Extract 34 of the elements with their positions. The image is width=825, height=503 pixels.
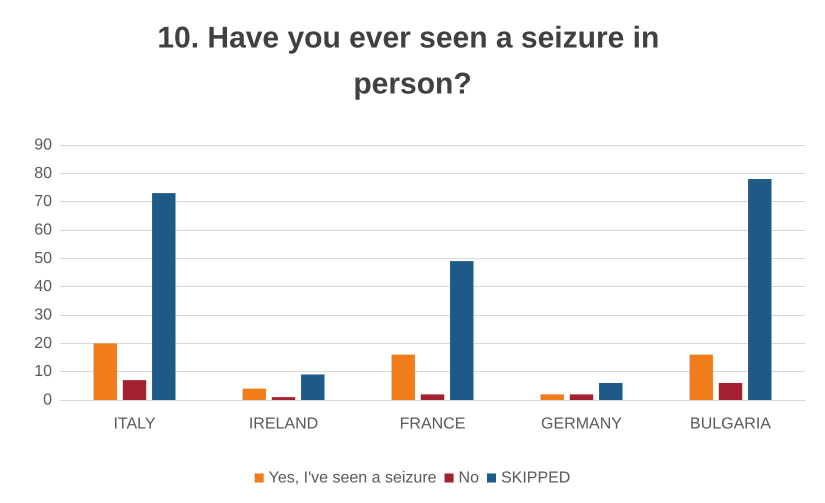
bar <box>242 388 266 400</box>
chart-title: 10. Have you ever seen a seizure in person? <box>157 22 668 100</box>
y-tick-label: 50 <box>34 250 52 267</box>
y-tick-label: 60 <box>34 222 52 238</box>
bar <box>420 394 444 400</box>
legend-label: No <box>458 470 480 486</box>
bar <box>94 343 117 400</box>
y-tick-label: 30 <box>34 306 52 324</box>
bar <box>748 179 772 400</box>
legend-label: Yes, I've seen a seizure <box>268 470 437 486</box>
y-tick-label: 80 <box>34 164 52 182</box>
bar <box>392 354 415 400</box>
bar <box>152 193 176 400</box>
x-tick-label: IRELAND <box>248 416 318 432</box>
bar <box>570 394 594 400</box>
x-tick-label: BULGARIA <box>690 416 772 432</box>
bar <box>540 394 564 400</box>
bar <box>301 374 324 400</box>
y-tick-label: 20 <box>34 334 52 352</box>
y-tick-label: 10 <box>34 363 52 380</box>
legend-label: SKIPPED <box>500 470 570 486</box>
bar <box>718 383 742 400</box>
y-tick-label: 40 <box>34 278 52 296</box>
y-tick-label: 0 <box>43 392 52 408</box>
bar <box>272 397 296 400</box>
y-tick-label: 90 <box>34 136 52 154</box>
bar <box>690 354 713 400</box>
y-tick-label: 70 <box>34 193 52 210</box>
x-tick-label: ITALY <box>113 416 156 432</box>
x-tick-label: FRANCE <box>400 416 466 432</box>
bar <box>122 380 146 400</box>
x-tick-label: GERMANY <box>541 416 622 432</box>
bar <box>450 261 474 400</box>
bar <box>599 383 622 400</box>
